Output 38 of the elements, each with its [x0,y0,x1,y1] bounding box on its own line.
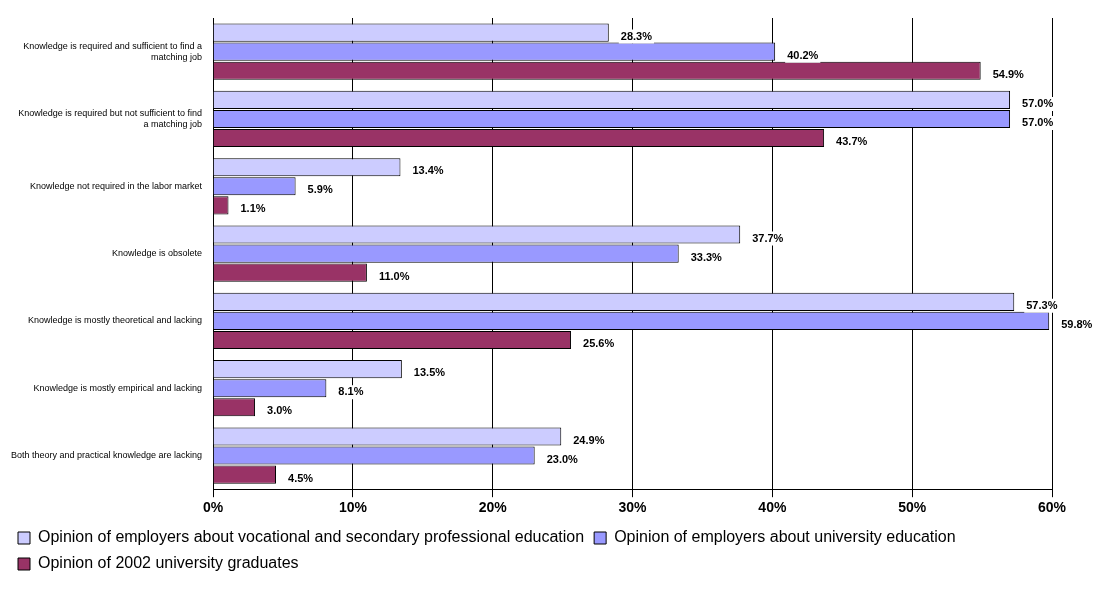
data-label: 13.5% [413,366,446,379]
y-tick-label: Knowledge is mostly theoretical and lacking [28,315,203,326]
data-label: 57.0% [1022,116,1054,128]
y-tick-label: Knowledge is required and sufficient to find a matching job [23,40,203,62]
y-tick-label: Knowledge is required but not sufficient to find a matching job [18,108,203,129]
x-tick-label: 30% [618,499,648,516]
data-label: 13.4% [412,164,444,177]
data-label: 25.6% [583,337,615,350]
x-tick-label: 50% [898,499,927,516]
data-label: 43.7% [836,135,868,148]
legend-label: Opinion of 2002 university graduates [38,554,299,572]
x-tick-label: 20% [478,499,508,516]
data-label: 11.0% [378,269,410,282]
y-tick-label: Knowledge is mostly empirical and lacking [33,382,203,393]
x-tick-label: 10% [338,499,368,516]
data-label: 28.3% [620,29,653,42]
data-label: 57.3% [1026,298,1058,311]
data-label: 4.5% [288,471,314,484]
y-tick-label: Both theory and practical knowledge are lacking [10,450,203,461]
x-tick-label: 60% [1037,499,1067,516]
data-label: 59.8% [1061,317,1093,330]
data-label: 24.9% [573,433,605,446]
data-label: 1.1% [240,202,266,215]
x-tick-label: 0% [203,499,224,516]
data-label: 3.0% [267,404,293,417]
y-tick-label: Knowledge not required in the labor market [30,180,203,191]
data-label: 54.9% [992,67,1025,80]
data-label: 40.2% [787,48,819,61]
data-label: 23.0% [546,452,579,465]
y-tick-label: Knowledge is obsolete [112,248,203,259]
data-label: 33.3% [690,250,723,263]
legend-label: Opinion of employers about vocational and secondary professional education [38,528,585,546]
data-label: 37.7% [752,231,784,244]
x-tick-label: 40% [758,499,787,516]
legend-label: Opinion of employers about university education [614,528,956,546]
data-label: 57.0% [1022,96,1054,109]
data-label: 8.1% [338,385,364,398]
data-label: 5.9% [307,183,333,196]
